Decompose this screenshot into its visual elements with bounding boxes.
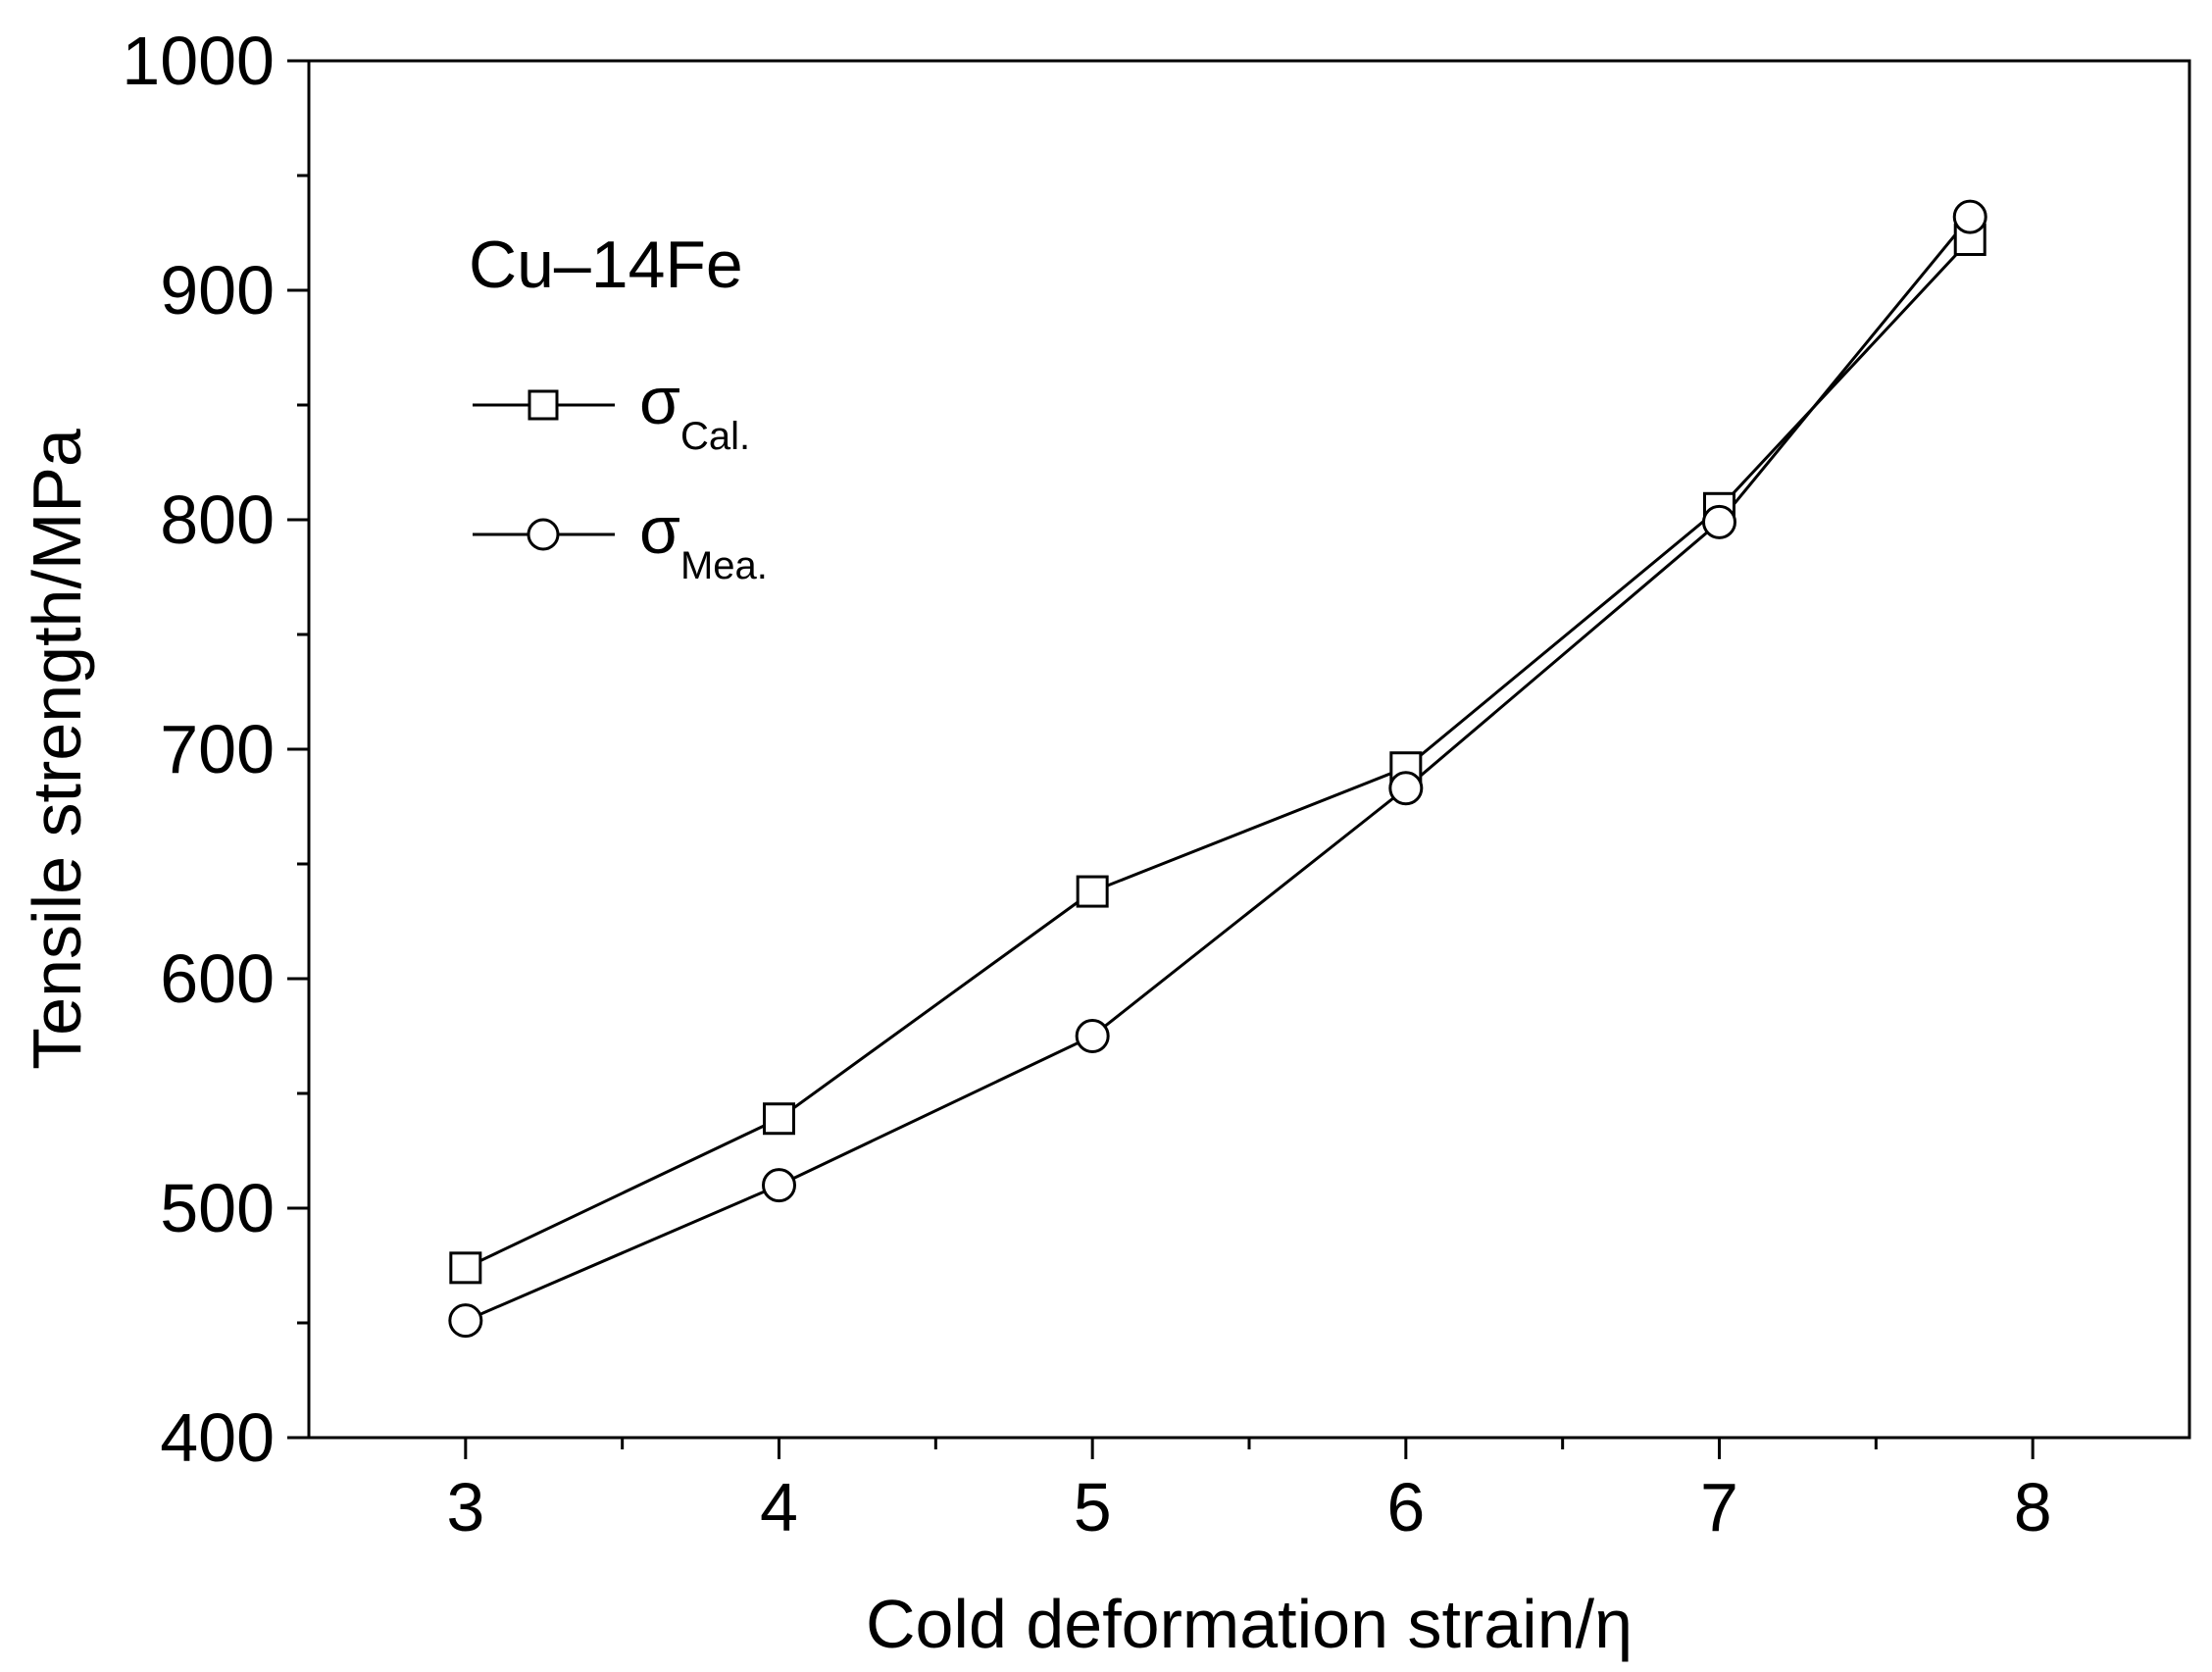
point-circle-mea [448, 1303, 483, 1339]
legend-marker-square [528, 389, 559, 421]
y-tick-label: 500 [160, 1170, 275, 1246]
y-axis-label: Tensile strength/MPa [19, 429, 95, 1070]
legend: σCal. σMea. [473, 364, 768, 587]
x-tick-label: 5 [1074, 1469, 1112, 1545]
legend-symbol-mea: σ [639, 493, 680, 568]
x-tick-label: 3 [446, 1469, 484, 1545]
y-tick-label: 700 [160, 711, 275, 787]
series-line-cal [465, 238, 1972, 1270]
x-axis-label: Cold deformation strain/η [866, 1586, 1633, 1662]
point-circle-mea [1702, 504, 1736, 539]
x-axis-ticks: 3 4 5 6 7 8 [446, 1438, 2052, 1545]
y-axis-ticks: 400 500 600 700 800 900 1000 [122, 23, 309, 1476]
point-square-cal [763, 1102, 795, 1136]
legend-symbol-cal: σ [639, 364, 680, 438]
legend-marker-circle [527, 518, 560, 551]
x-tick-label: 6 [1386, 1469, 1425, 1545]
y-tick-label: 600 [160, 940, 275, 1017]
point-circle-mea [1388, 771, 1424, 806]
point-circle-mea [1952, 199, 1987, 234]
y-tick-label: 1000 [122, 23, 275, 99]
x-tick-label: 4 [760, 1469, 798, 1545]
y-tick-label: 900 [160, 252, 275, 329]
legend-entry-mea: σMea. [473, 493, 768, 587]
legend-subscript-cal: Cal. [680, 415, 750, 458]
point-circle-mea [762, 1168, 796, 1203]
legend-label-mea: σMea. [639, 493, 768, 587]
x-tick-label: 8 [2014, 1469, 2052, 1545]
point-circle-mea [1075, 1019, 1110, 1053]
y-tick-label: 400 [160, 1399, 275, 1476]
point-square-cal [449, 1251, 482, 1285]
legend-subscript-mea: Mea. [680, 544, 768, 587]
point-square-cal [1076, 875, 1109, 908]
y-tick-label: 800 [160, 481, 275, 558]
series-line-mea [465, 216, 1972, 1323]
alloy-annotation: Cu–14Fe [469, 228, 743, 302]
x-tick-label: 7 [1700, 1469, 1738, 1545]
legend-label-cal: σCal. [639, 364, 750, 458]
legend-entry-cal: σCal. [473, 364, 750, 458]
series-layer [448, 199, 1987, 1339]
